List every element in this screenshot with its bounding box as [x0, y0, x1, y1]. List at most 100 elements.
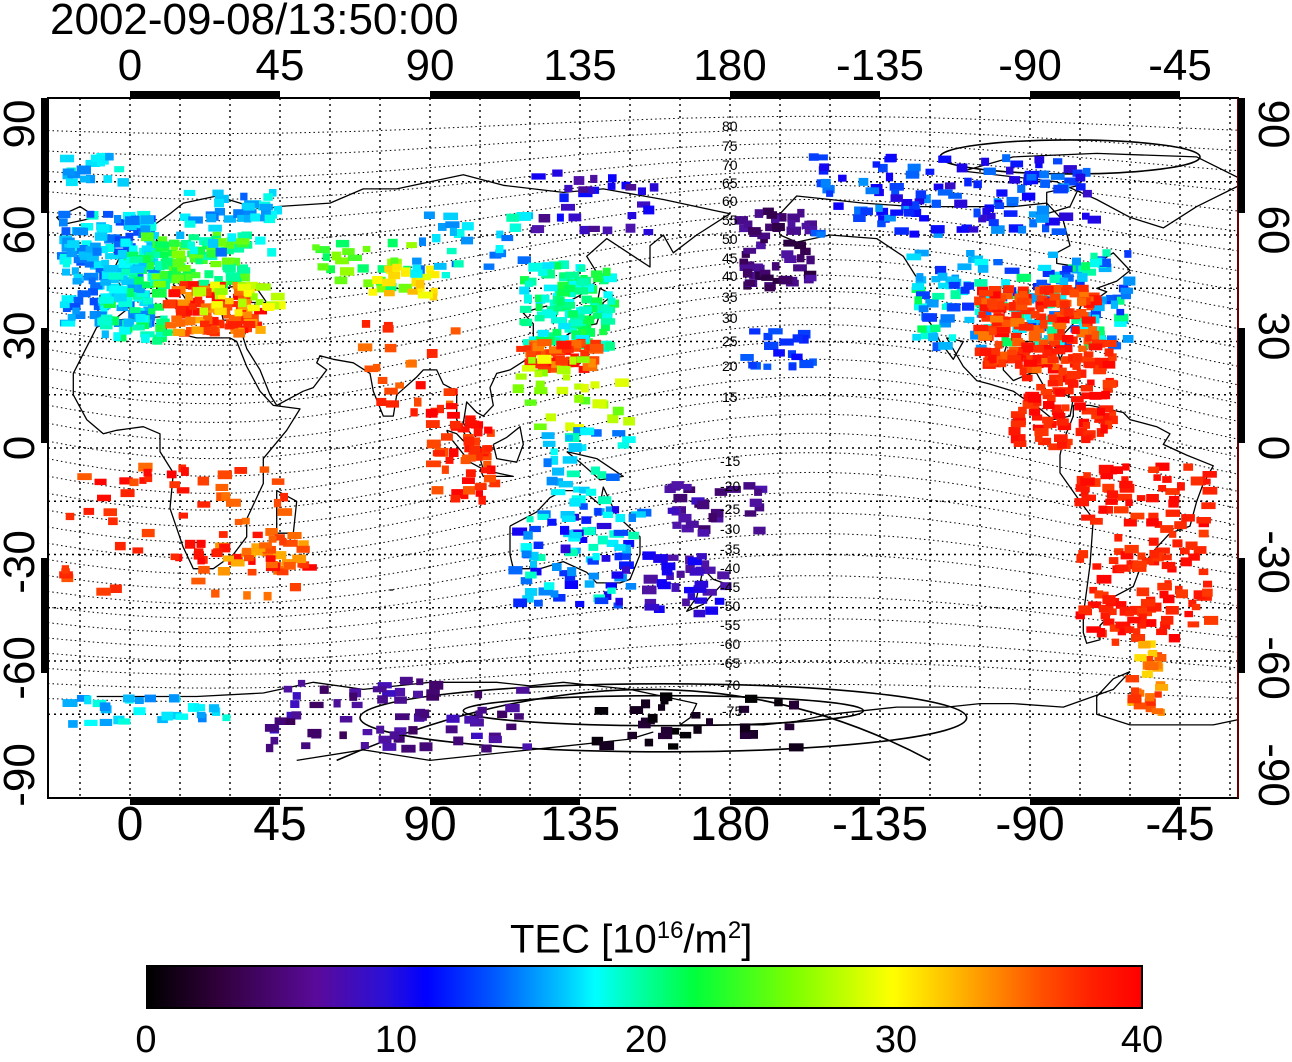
tec-sample — [103, 210, 114, 218]
tec-sample — [1008, 224, 1024, 233]
tec-sample — [889, 183, 904, 191]
tec-sample — [436, 404, 444, 414]
tec-sample — [106, 234, 120, 243]
tec-sample — [207, 316, 219, 326]
tec-sample — [165, 299, 178, 308]
tec-sample — [105, 253, 118, 260]
tec-sample — [974, 258, 989, 266]
tec-sample — [62, 268, 71, 276]
tec-sample — [108, 517, 118, 526]
tec-sample — [136, 284, 145, 294]
tec-sample — [151, 273, 162, 280]
tec-sample — [797, 208, 805, 218]
tec-sample — [1203, 478, 1211, 485]
tec-sample — [1124, 250, 1132, 258]
tec-sample — [152, 338, 163, 345]
tec-sample — [84, 719, 98, 726]
frame-bar — [1238, 98, 1245, 213]
tec-sample — [1047, 333, 1059, 342]
tec-sample — [1090, 517, 1103, 525]
tec-sample — [625, 583, 637, 590]
tec-sample — [582, 527, 596, 536]
tec-sample — [570, 532, 582, 539]
tec-sample — [132, 547, 144, 554]
tec-sample — [914, 198, 925, 205]
tec-sample — [1028, 211, 1037, 218]
tec-sample — [1031, 366, 1042, 374]
tec-sample — [932, 292, 945, 300]
tec-sample — [1162, 554, 1172, 561]
tec-sample — [426, 689, 440, 697]
tec-sample — [264, 724, 279, 732]
tec-sample — [1072, 361, 1081, 370]
tec-sample — [331, 251, 342, 261]
tec-sample — [1082, 268, 1097, 276]
tec-sample — [1131, 563, 1147, 572]
tec-sample — [215, 247, 227, 257]
tec-sample — [233, 288, 244, 296]
tec-sample — [622, 566, 630, 574]
tec-sample — [524, 399, 537, 406]
tec-sample — [168, 289, 181, 298]
frame-bar — [1238, 328, 1245, 443]
tec-sample — [556, 365, 571, 375]
tec-sample — [512, 527, 528, 536]
tec-sample — [964, 316, 975, 323]
tec-sample — [653, 554, 668, 563]
tec-sample — [426, 271, 440, 279]
tec-sample — [1137, 552, 1146, 560]
tec-sample — [1202, 471, 1217, 478]
tec-sample — [1117, 628, 1126, 636]
contour-line — [48, 213, 1238, 285]
tec-sample — [594, 597, 609, 605]
tec-sample — [529, 525, 541, 533]
tec-sample — [265, 528, 278, 536]
tec-sample — [1089, 391, 1102, 400]
tec-sample — [1149, 549, 1159, 559]
tec-sample — [565, 422, 575, 431]
tec-sample — [66, 250, 78, 258]
tec-sample — [946, 303, 961, 312]
tec-sample — [1036, 205, 1050, 215]
tec-sample — [484, 426, 493, 434]
tec-sample — [588, 187, 596, 194]
tec-sample — [1127, 694, 1142, 704]
tec-sample — [372, 686, 387, 693]
tec-sample — [1033, 345, 1044, 353]
tec-sample — [932, 342, 941, 352]
tec-sample — [408, 726, 418, 735]
tec-sample — [906, 253, 922, 261]
tec-sample — [743, 247, 757, 254]
tec-sample — [948, 192, 962, 199]
tec-sample — [1121, 476, 1129, 483]
tec-sample — [426, 460, 441, 468]
tec-sample — [948, 334, 957, 342]
tec-sample — [419, 709, 430, 719]
tec-sample — [660, 726, 673, 733]
tec-sample — [225, 272, 241, 281]
tec-sample — [1061, 404, 1070, 412]
lat-tick-left: 0 — [0, 403, 45, 493]
tec-sample — [291, 711, 302, 720]
tec-sample — [412, 264, 421, 272]
tec-sample — [362, 245, 371, 253]
tec-sample — [580, 427, 595, 436]
colorbar-tick-label: 20 — [624, 1019, 668, 1061]
tec-sample — [914, 296, 923, 305]
tec-sample — [214, 238, 227, 247]
tec-sample — [376, 725, 385, 734]
tec-sample — [797, 254, 805, 263]
tec-sample — [297, 679, 306, 687]
tec-sample — [599, 741, 615, 751]
tec-sample — [377, 682, 392, 689]
tec-sample — [1080, 477, 1095, 486]
tec-sample — [89, 297, 98, 306]
tec-sample — [754, 488, 763, 496]
tec-sample — [1080, 385, 1093, 392]
tec-sample — [745, 694, 758, 703]
tec-sample — [234, 309, 243, 317]
tec-sample — [556, 288, 570, 297]
tec-sample — [763, 363, 772, 370]
tec-sample — [285, 718, 296, 725]
frame-bar — [41, 98, 48, 213]
